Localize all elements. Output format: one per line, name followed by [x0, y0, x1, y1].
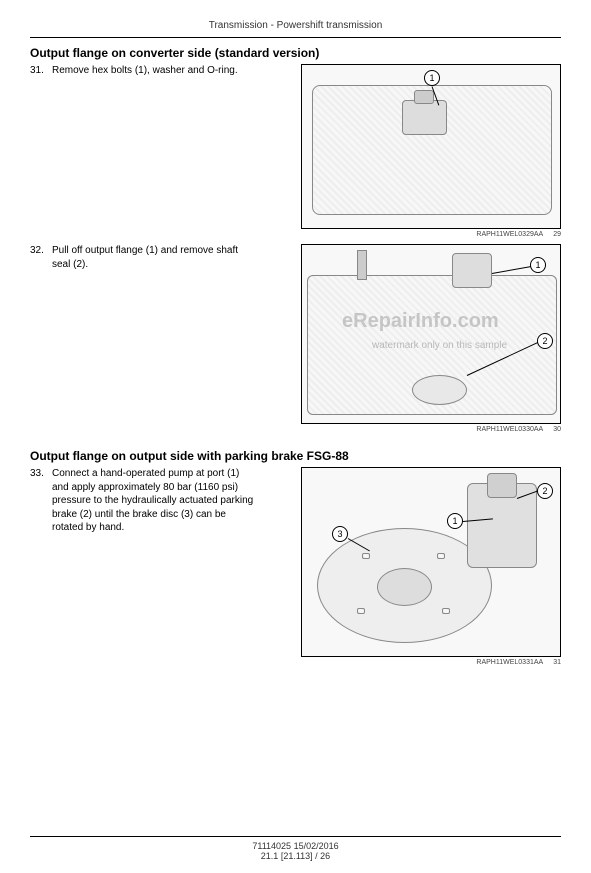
step-31-body: Remove hex bolts (1), washer and O-ring.: [52, 64, 255, 238]
step-32-num: 32.: [30, 244, 52, 433]
fig29-callout-1: 1: [424, 70, 440, 86]
fig30-callout-1: 1: [530, 257, 546, 273]
figure-31: 1 2 3: [301, 467, 561, 657]
fig31-caption: RAPH11WEL0331AA 31: [301, 659, 561, 666]
step-31-text: 31. Remove hex bolts (1), washer and O-r…: [30, 64, 255, 238]
fig30-code: RAPH11WEL0330AA: [476, 426, 543, 433]
step-32: 32. Pull off output flange (1) and remov…: [30, 244, 561, 433]
step-33-body: Connect a hand-operated pump at port (1)…: [52, 467, 255, 666]
fig31-callout-1: 1: [447, 513, 463, 529]
fig30-caption: RAPH11WEL0330AA 30: [301, 426, 561, 433]
footer-line1: 71114025 15/02/2016: [30, 836, 561, 851]
fig30-num: 30: [553, 426, 561, 433]
step-31: 31. Remove hex bolts (1), washer and O-r…: [30, 64, 561, 238]
step-32-body: Pull off output flange (1) and remove sh…: [52, 244, 255, 433]
fig31-callout-3: 3: [332, 526, 348, 542]
fig31-num: 31: [553, 659, 561, 666]
page-footer: 71114025 15/02/2016 21.1 [21.113] / 26: [30, 836, 561, 861]
figure-29: 1: [301, 64, 561, 229]
step-33-text: 33. Connect a hand-operated pump at port…: [30, 467, 255, 666]
step-33: 33. Connect a hand-operated pump at port…: [30, 467, 561, 666]
breadcrumb: Transmission - Powershift transmission: [30, 20, 561, 31]
fig29-num: 29: [553, 231, 561, 238]
fig31-code: RAPH11WEL0331AA: [476, 659, 543, 666]
step-32-text: 32. Pull off output flange (1) and remov…: [30, 244, 255, 433]
fig31-callout-2: 2: [537, 483, 553, 499]
section2-title: Output flange on output side with parkin…: [30, 449, 561, 463]
fig30-leader-1: [492, 266, 532, 274]
section1-title: Output flange on converter side (standar…: [30, 46, 561, 60]
fig29-caption: RAPH11WEL0329AA 29: [301, 231, 561, 238]
fig29-code: RAPH11WEL0329AA: [476, 231, 543, 238]
figure-30: 1 2 eRepairInfo.com watermark only on th…: [301, 244, 561, 424]
step-33-num: 33.: [30, 467, 52, 666]
fig30-callout-2: 2: [537, 333, 553, 349]
step-31-num: 31.: [30, 64, 52, 238]
footer-line2: 21.1 [21.113] / 26: [30, 851, 561, 861]
watermark-sub: watermark only on this sample: [372, 340, 507, 351]
header-rule: [30, 37, 561, 38]
